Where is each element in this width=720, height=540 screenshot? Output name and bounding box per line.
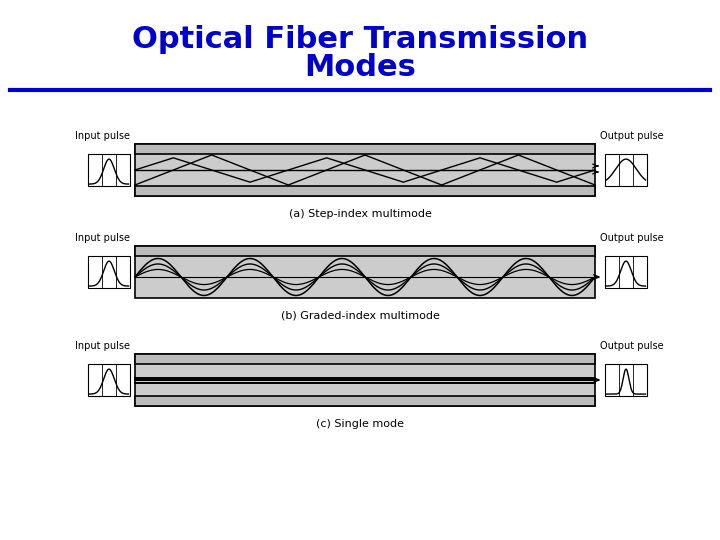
Bar bbox=[135, 396, 595, 406]
Text: Modes: Modes bbox=[304, 53, 416, 83]
Bar bbox=[605, 154, 647, 186]
Text: (c) Single mode: (c) Single mode bbox=[316, 419, 404, 429]
Bar bbox=[135, 246, 595, 256]
Bar bbox=[135, 354, 595, 406]
Text: (a) Step-index multimode: (a) Step-index multimode bbox=[289, 209, 431, 219]
Text: Input pulse: Input pulse bbox=[75, 341, 130, 351]
Text: (b) Graded-index multimode: (b) Graded-index multimode bbox=[281, 311, 439, 321]
Bar bbox=[135, 246, 595, 298]
Bar bbox=[605, 256, 647, 288]
Text: Input pulse: Input pulse bbox=[75, 131, 130, 141]
Bar bbox=[88, 154, 130, 186]
Text: Input pulse: Input pulse bbox=[75, 233, 130, 243]
Bar bbox=[88, 364, 130, 396]
Bar bbox=[135, 354, 595, 364]
Text: Output pulse: Output pulse bbox=[600, 233, 664, 243]
Text: Optical Fiber Transmission: Optical Fiber Transmission bbox=[132, 25, 588, 55]
Bar bbox=[605, 364, 647, 396]
Bar bbox=[135, 144, 595, 196]
Bar bbox=[88, 256, 130, 288]
Text: Output pulse: Output pulse bbox=[600, 131, 664, 141]
Text: Output pulse: Output pulse bbox=[600, 341, 664, 351]
Bar bbox=[135, 144, 595, 154]
Bar bbox=[135, 186, 595, 196]
